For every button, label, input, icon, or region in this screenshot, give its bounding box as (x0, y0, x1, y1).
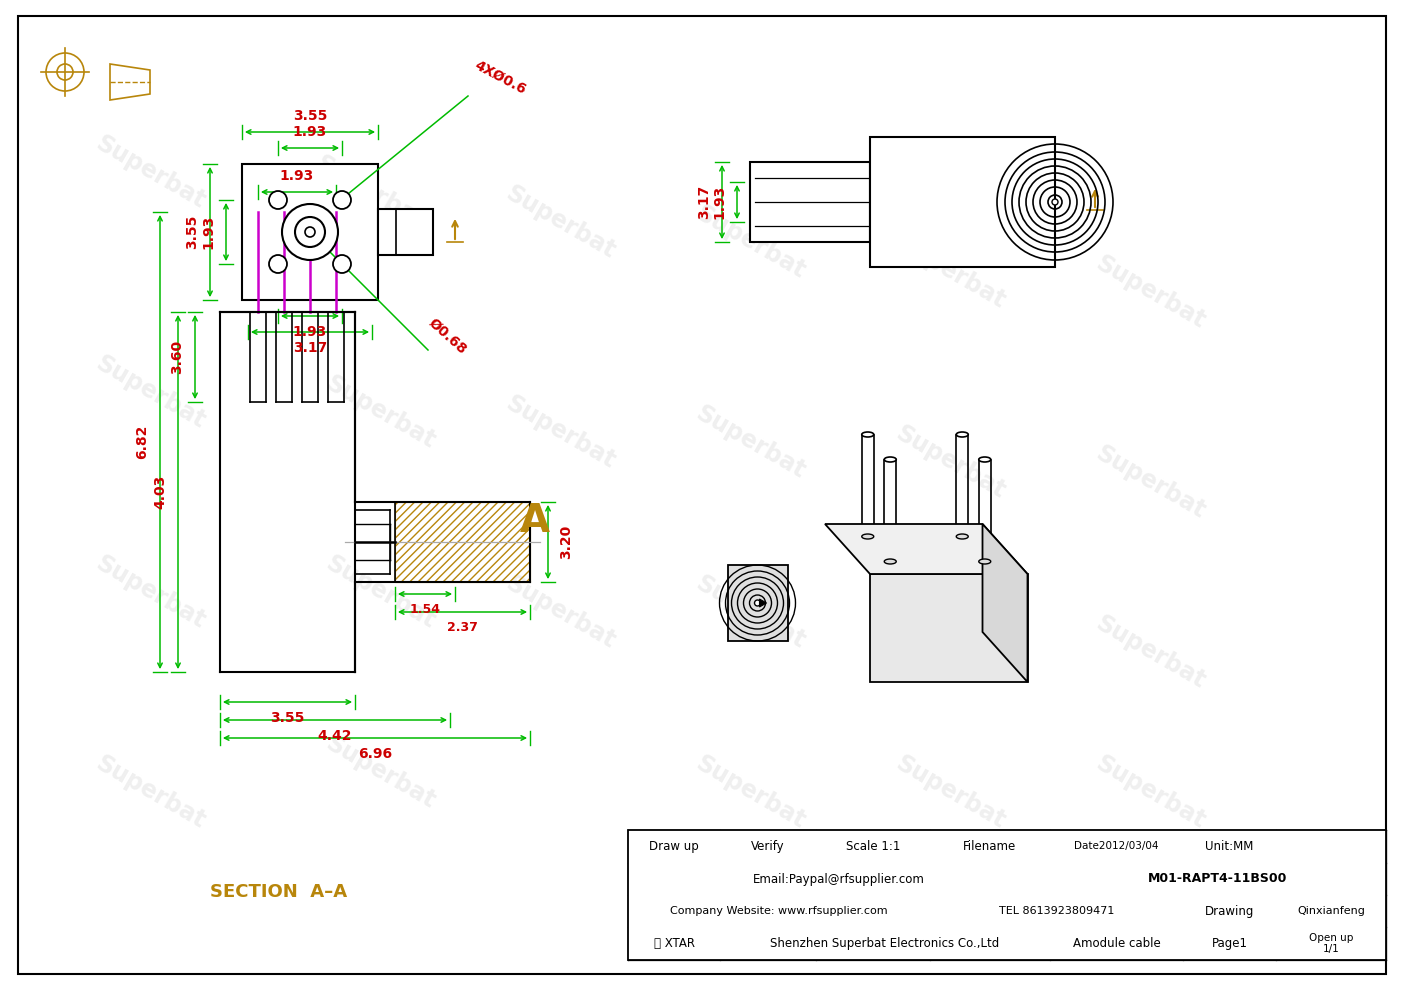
Text: Superbat: Superbat (1092, 440, 1209, 523)
Text: Drawing: Drawing (1205, 905, 1254, 918)
Text: Verify: Verify (751, 840, 784, 853)
Text: 1.54: 1.54 (410, 603, 441, 616)
Text: 1.93: 1.93 (279, 169, 314, 183)
Text: Superbat: Superbat (321, 371, 439, 453)
Text: 1.93: 1.93 (293, 325, 327, 339)
Polygon shape (825, 524, 1027, 574)
Text: Superbat: Superbat (690, 201, 810, 283)
Text: 3.60: 3.60 (170, 340, 184, 374)
Text: 3.55: 3.55 (293, 109, 327, 123)
Text: 6.96: 6.96 (358, 747, 391, 761)
Bar (377, 209, 434, 255)
Text: Superbat: Superbat (91, 131, 209, 213)
Text: Scale 1:1: Scale 1:1 (846, 840, 901, 853)
Text: Superbat: Superbat (1092, 611, 1209, 693)
Text: Unit:MM: Unit:MM (1205, 840, 1254, 853)
Ellipse shape (861, 534, 874, 539)
Ellipse shape (979, 457, 991, 462)
Ellipse shape (957, 432, 968, 437)
Circle shape (282, 204, 338, 260)
Bar (751, 162, 870, 242)
Polygon shape (759, 599, 766, 607)
Text: Company Website: www.rfsupplier.com: Company Website: www.rfsupplier.com (671, 906, 888, 916)
Circle shape (333, 191, 351, 209)
Circle shape (1052, 199, 1058, 205)
Text: 1.93: 1.93 (293, 125, 327, 139)
Ellipse shape (884, 457, 897, 462)
Text: 3.17: 3.17 (293, 341, 327, 355)
Text: Superbat: Superbat (891, 751, 1009, 833)
Text: Superbat: Superbat (891, 231, 1009, 313)
Text: 3.17: 3.17 (697, 185, 711, 219)
Circle shape (269, 191, 288, 209)
Text: A: A (521, 502, 550, 540)
Text: Page1: Page1 (1212, 937, 1247, 950)
Circle shape (304, 227, 316, 237)
Circle shape (269, 255, 288, 273)
Ellipse shape (957, 534, 968, 539)
Bar (629, 830, 1386, 960)
Text: M01-RAPT4-11BS00: M01-RAPT4-11BS00 (1148, 873, 1288, 886)
Text: 3.55: 3.55 (271, 711, 304, 725)
Circle shape (295, 217, 325, 247)
Text: 6.82: 6.82 (135, 425, 149, 459)
Text: Superbat: Superbat (1092, 751, 1209, 833)
Bar (870, 137, 1055, 267)
Text: Draw up: Draw up (650, 840, 699, 853)
Text: 1.93: 1.93 (711, 185, 725, 219)
Text: Superbat: Superbat (501, 391, 619, 473)
Text: Qinxianfeng: Qinxianfeng (1296, 906, 1365, 916)
Text: Superbat: Superbat (321, 731, 439, 813)
Ellipse shape (861, 432, 874, 437)
Text: 4XØ0.6: 4XØ0.6 (471, 59, 529, 97)
Text: Superbat: Superbat (501, 181, 619, 263)
Text: Filename: Filename (964, 840, 1017, 853)
Text: 3.55: 3.55 (185, 215, 199, 249)
Text: Amodule cable: Amodule cable (1073, 937, 1160, 950)
Ellipse shape (884, 559, 897, 564)
Text: Date2012/03/04: Date2012/03/04 (1075, 841, 1159, 851)
Text: 4.03: 4.03 (153, 475, 167, 509)
Text: Superbat: Superbat (91, 351, 209, 434)
Text: 2.37: 2.37 (448, 621, 478, 634)
Text: Superbat: Superbat (690, 751, 810, 833)
Text: Email:Paypal@rfsupplier.com: Email:Paypal@rfsupplier.com (753, 873, 925, 886)
Text: Superbat: Superbat (311, 151, 429, 233)
Circle shape (755, 600, 760, 606)
Bar (396, 502, 530, 582)
Text: Superbat: Superbat (891, 591, 1009, 674)
Text: Superbat: Superbat (91, 751, 209, 833)
Text: Superbat: Superbat (1092, 251, 1209, 333)
Polygon shape (870, 574, 1027, 682)
Text: 1.93: 1.93 (201, 215, 215, 249)
Ellipse shape (979, 559, 991, 564)
Text: Superbat: Superbat (321, 551, 439, 633)
Text: SECTION  A–A: SECTION A–A (210, 883, 347, 901)
Text: Superbat: Superbat (91, 551, 209, 633)
Text: Superbat: Superbat (690, 401, 810, 483)
Text: Ø0.68: Ø0.68 (427, 315, 470, 357)
Polygon shape (982, 524, 1027, 682)
Bar (728, 565, 787, 641)
Bar (870, 137, 1055, 267)
Text: Superbat: Superbat (891, 421, 1009, 503)
Text: Superbat: Superbat (501, 571, 619, 653)
Text: Shenzhen Superbat Electronics Co.,Ltd: Shenzhen Superbat Electronics Co.,Ltd (770, 937, 999, 950)
Circle shape (333, 255, 351, 273)
Text: Open up
1/1: Open up 1/1 (1309, 932, 1352, 954)
Text: Ⓧ XTAR: Ⓧ XTAR (654, 937, 694, 950)
Text: 3.20: 3.20 (558, 525, 572, 559)
Text: TEL 8613923809471: TEL 8613923809471 (999, 906, 1114, 916)
Text: Superbat: Superbat (690, 571, 810, 653)
Text: 4.42: 4.42 (317, 729, 352, 743)
Bar (241, 164, 377, 300)
